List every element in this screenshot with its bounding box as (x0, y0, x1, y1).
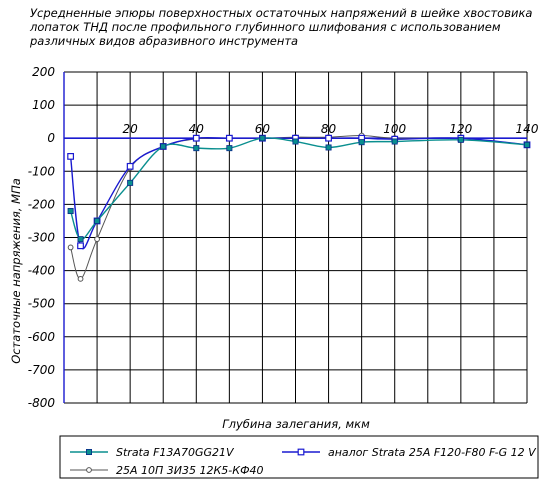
x-tick-label: 100 (383, 122, 406, 136)
data-point (259, 135, 266, 142)
y-axis-label: Остаточные напряжения, МПа (9, 178, 23, 364)
series-1 (67, 135, 531, 243)
series-line (69, 136, 528, 250)
data-point (67, 153, 75, 160)
y-tick-label: -400 (28, 264, 56, 278)
data-point (77, 242, 84, 250)
data-point (77, 236, 84, 243)
data-point (127, 179, 134, 186)
y-tick-labels: 200 100 0 -100 -200 -300 -400 -500 -600 -700 -800 (28, 65, 56, 410)
y-tick-label: -500 (28, 297, 56, 311)
legend-frame (59, 435, 539, 479)
series-line (70, 135, 528, 280)
data-point (94, 236, 100, 243)
x-tick-labels: 20 40 60 80 100 120 140 (123, 122, 539, 136)
data-point (524, 141, 531, 148)
y-tick-label: -600 (28, 330, 56, 344)
x-tick-label: 40 (189, 122, 205, 136)
data-point (325, 134, 332, 142)
x-tick-label: 140 (516, 122, 539, 136)
data-point (225, 134, 233, 142)
y-tick-label: 0 (47, 131, 55, 145)
data-point (160, 143, 167, 150)
x-tick-label: 60 (255, 122, 271, 136)
data-point (358, 139, 365, 146)
data-point (94, 217, 101, 224)
y-tick-label: -700 (28, 363, 56, 377)
legend-item-2: аналог Strata 25А F120-F80 F-G 12 V (282, 446, 537, 459)
data-point (126, 162, 134, 170)
title-line-2: лопаток ТНД после профильного глубинного… (30, 20, 501, 34)
data-point (67, 208, 74, 215)
legend-label: 25А 10П 3И35 12К5-КФ40 (116, 464, 264, 477)
data-point (193, 145, 200, 152)
series-layer (67, 132, 531, 282)
data-point (292, 138, 299, 145)
title-line-3: различных видов абразивного инструмента (30, 34, 299, 48)
y-tick-label: -800 (28, 396, 56, 410)
y-tick-label: -100 (28, 164, 56, 178)
x-tick-label: 20 (123, 122, 139, 136)
data-point (192, 134, 200, 142)
y-tick-label: 100 (32, 98, 55, 112)
x-tick-label: 120 (449, 122, 472, 136)
legend-swatch-marker (297, 448, 305, 456)
data-point (457, 136, 464, 143)
series-3 (67, 132, 530, 282)
y-tick-label: 200 (32, 65, 55, 79)
legend-swatch-marker (86, 467, 92, 473)
title-line-1: Усредненные эпюры поверхностных остаточн… (30, 6, 533, 20)
data-point (67, 244, 74, 251)
legend-label: Strata F13A70GG21V (116, 446, 235, 459)
x-axis-label: Глубина залегания, мкм (222, 417, 370, 431)
data-point (391, 138, 398, 145)
legend: Strata F13A70GG21V аналог Strata 25А F120… (59, 435, 539, 479)
data-point (77, 275, 84, 282)
legend-label: аналог Strata 25А F120-F80 F-G 12 V (328, 446, 537, 459)
y-tick-label: -300 (28, 231, 56, 245)
data-point (226, 145, 233, 152)
legend-item-3: 25А 10П 3И35 12К5-КФ40 (70, 464, 264, 477)
x-tick-label: 80 (321, 122, 337, 136)
series-line (69, 137, 528, 240)
legend-item-1: Strata F13A70GG21V (70, 446, 235, 459)
legend-swatch-marker (86, 448, 93, 455)
grid-lines (63, 71, 528, 404)
data-point (325, 144, 332, 151)
chart-title: Усредненные эпюры поверхностных остаточн… (30, 6, 533, 48)
y-tick-label: -200 (28, 197, 56, 211)
